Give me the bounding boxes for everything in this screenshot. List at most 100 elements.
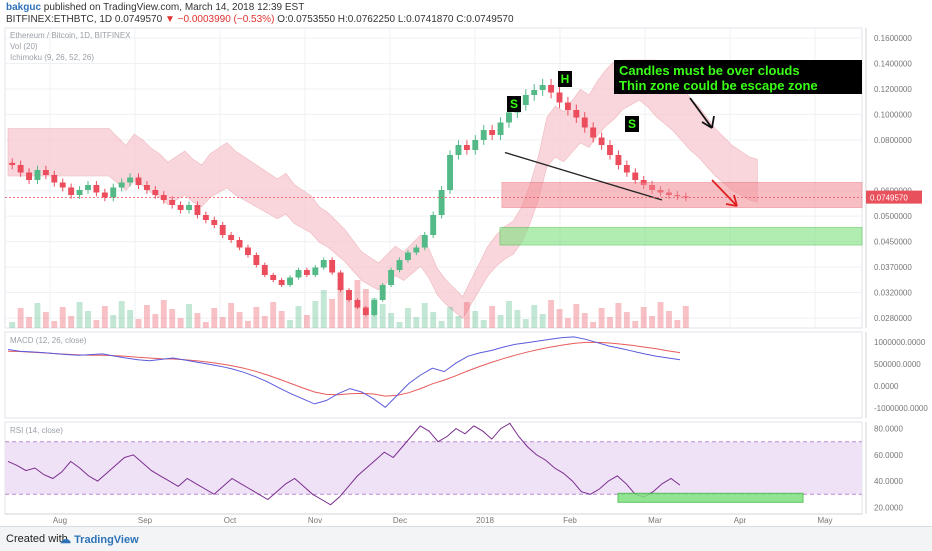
candle-body — [101, 192, 108, 198]
volume-bar — [245, 321, 251, 328]
time-tick-label: Mar — [648, 516, 662, 525]
time-tick-label: 2018 — [476, 516, 494, 525]
volume-bar — [421, 303, 428, 328]
volume-bar — [42, 312, 49, 328]
right-shoulder-label-bg — [625, 116, 639, 132]
candle-body — [413, 247, 420, 253]
time-tick-label: Feb — [563, 516, 577, 525]
tradingview-logo[interactable]: ☁ TradingView — [60, 533, 139, 546]
ohlc-values: O:0.0753550 H:0.0762250 L:0.0741870 C:0.… — [277, 14, 514, 25]
left-shoulder-label: S — [510, 97, 518, 111]
candle-body — [531, 90, 538, 95]
candle-body — [447, 155, 453, 190]
volume-bar — [202, 322, 209, 328]
price-change: −0.0003990 (−0.53%) — [177, 14, 275, 25]
rsi-tick-label: 80.0000 — [874, 425, 903, 434]
volume-bar — [270, 302, 277, 328]
price-tick-label: 0.0450000 — [874, 238, 912, 247]
price-tick-label: 0.0500000 — [874, 212, 912, 221]
volume-bar — [9, 322, 16, 328]
volume-bar — [312, 301, 319, 328]
macd-tick-label: -1000000.0000 — [874, 404, 928, 413]
candle-body — [371, 300, 378, 315]
candle-body — [152, 190, 159, 195]
time-tick-label: Oct — [224, 516, 237, 525]
candle-body — [211, 220, 218, 225]
volume-bar — [506, 301, 512, 328]
volume-bar — [489, 306, 496, 328]
candle-body — [253, 255, 260, 265]
annotation-text: Candles must be over clouds — [619, 63, 800, 78]
candle-body — [623, 165, 630, 173]
candle-body — [303, 270, 310, 275]
candle-body — [354, 300, 361, 308]
volume-bar — [388, 313, 395, 328]
price-legend-entry: Vol (20) — [10, 42, 38, 51]
candle-body — [590, 127, 597, 138]
candle-body — [169, 200, 176, 205]
volume-bar — [623, 312, 630, 328]
candle-body — [581, 117, 588, 128]
volume-bar — [438, 321, 445, 328]
volume-bar — [236, 312, 243, 328]
volume-bar — [615, 303, 622, 328]
black-arrow-head — [701, 115, 715, 129]
head-label-bg — [558, 71, 572, 87]
symbol-line: BITFINEX:ETHBTC, 1D 0.0749570 ▼ −0.00039… — [6, 14, 514, 25]
time-tick-label: Aug — [53, 516, 67, 525]
volume-bar — [143, 305, 150, 328]
author-name[interactable]: bakguc — [6, 2, 42, 13]
price-panel[interactable]: 0.1600000 0.1400000 0.1200000 0.1000000 0.08… — [4, 27, 922, 329]
candle-body — [228, 235, 235, 240]
volume-bar — [666, 311, 672, 328]
volume-bar — [303, 315, 310, 328]
red-arrow-head — [725, 194, 738, 207]
volume-bar — [261, 316, 268, 328]
rsi-band — [5, 441, 862, 495]
volume-bar — [211, 308, 218, 328]
price-legend-entry: Ethereum / Bitcoin, 1D, BITFINEX — [10, 31, 131, 40]
volume-bar — [640, 307, 647, 328]
volume-bar — [118, 301, 125, 328]
candle-body — [320, 260, 327, 268]
candle-body — [177, 205, 184, 210]
macd-legend: MACD (12, 26, close) — [10, 336, 87, 345]
rsi-line — [7, 422, 681, 506]
rsi-panel[interactable]: RSI (14, close) 80.0000 60.0000 40.0000 20.0… — [4, 421, 903, 515]
volume-bar — [59, 307, 66, 328]
candle-body — [506, 112, 512, 123]
volume-bar — [17, 308, 24, 328]
volume-bar — [590, 322, 597, 328]
volume-bar — [160, 300, 167, 328]
left-shoulder-label-bg — [507, 96, 521, 112]
volume-bar — [581, 313, 588, 328]
volume-bar — [556, 309, 563, 328]
down-arrow-icon: ▼ — [164, 14, 175, 25]
volume-bar — [598, 308, 605, 328]
chart-area[interactable]: 0.1600000 0.1400000 0.1200000 0.1000000 0.08… — [0, 26, 932, 526]
macd-panel[interactable]: MACD (12, 26, close) 1000000.0000 500000.0… — [4, 331, 928, 419]
candle-body — [497, 122, 504, 135]
rsi-support-zone — [617, 492, 804, 503]
candle-body — [404, 252, 411, 260]
candle-body — [160, 195, 167, 200]
candle-body — [93, 185, 100, 193]
price-tick-label: 0.1000000 — [874, 110, 912, 119]
last-price-label: 0.0749570 — [870, 194, 908, 203]
volume-bar — [329, 299, 336, 328]
volume-bar — [649, 316, 656, 328]
cloud-icon: ☁ — [60, 534, 71, 546]
price-tick-label: 0.0800000 — [874, 136, 912, 145]
candle-body — [186, 205, 192, 210]
candle-body — [42, 170, 49, 175]
candle-body — [564, 102, 571, 110]
volume-bar — [152, 314, 159, 328]
candle-body — [287, 277, 294, 285]
candle-body — [261, 265, 268, 275]
candle-body — [463, 145, 470, 150]
candle-body — [219, 225, 226, 235]
candle-body — [85, 185, 91, 190]
volume-bar — [76, 302, 83, 328]
volume-bar — [379, 304, 386, 328]
candle-body — [135, 177, 142, 185]
